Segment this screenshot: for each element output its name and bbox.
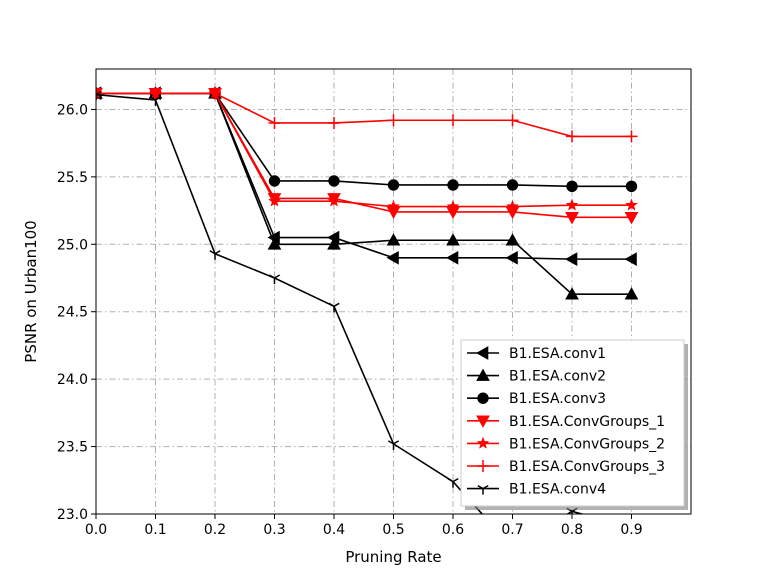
legend: B1.ESA.conv1 B1.ESA.conv2 B1.ESA.conv3 B1.E… bbox=[460, 339, 688, 510]
x-tick-label: 0.6 bbox=[442, 522, 464, 538]
data-point bbox=[506, 199, 519, 212]
data-point bbox=[506, 179, 519, 191]
data-point bbox=[447, 477, 459, 488]
data-point bbox=[149, 87, 162, 100]
legend-entry: B1.ESA.conv1 bbox=[467, 346, 606, 362]
data-point bbox=[447, 114, 459, 127]
data-point bbox=[328, 116, 340, 129]
x-tick-label: 0.1 bbox=[144, 522, 166, 538]
data-point bbox=[268, 274, 281, 285]
x-tick-label: 0.2 bbox=[204, 522, 226, 538]
legend-entry: B1.ESA.conv4 bbox=[467, 482, 606, 498]
data-point bbox=[447, 179, 459, 191]
legend-marker bbox=[476, 436, 490, 449]
legend-label: B1.ESA.conv2 bbox=[509, 369, 606, 385]
legend-entry: B1.ESA.conv2 bbox=[467, 368, 606, 385]
data-point bbox=[565, 198, 579, 211]
x-axis-label: Pruning Rate bbox=[345, 548, 441, 566]
data-point bbox=[506, 114, 519, 127]
data-point bbox=[268, 194, 281, 207]
data-point bbox=[507, 545, 517, 554]
legend-label: B1.ESA.conv4 bbox=[509, 482, 606, 498]
x-tick-label: 0.0 bbox=[85, 522, 107, 538]
x-tick-label: 0.8 bbox=[561, 522, 583, 538]
legend-label: B1.ESA.conv1 bbox=[509, 346, 606, 362]
legend-marker bbox=[477, 484, 489, 495]
data-point bbox=[564, 252, 578, 266]
series-line bbox=[96, 92, 632, 138]
data-point bbox=[96, 90, 102, 101]
data-point bbox=[505, 233, 520, 246]
data-point bbox=[387, 179, 400, 191]
legend-label: B1.ESA.ConvGroups_3 bbox=[509, 459, 665, 475]
data-point bbox=[387, 114, 400, 127]
y-tick-label: 24.0 bbox=[57, 372, 88, 388]
x-tick-label: 0.9 bbox=[620, 522, 642, 538]
legend-label: B1.ESA.ConvGroups_2 bbox=[509, 436, 665, 452]
data-point bbox=[209, 87, 221, 100]
series-layer bbox=[96, 86, 639, 554]
data-point bbox=[505, 250, 518, 265]
legend-box bbox=[460, 339, 685, 507]
data-point bbox=[566, 130, 578, 143]
y-tick-label: 26.0 bbox=[57, 102, 88, 118]
axis-ticks: 0.0 0.1 0.2 0.3 0.4 0.5 0.6 0.7 0.8 0.9 23.0 23.5 24… bbox=[57, 102, 643, 538]
data-point bbox=[565, 212, 579, 225]
data-point bbox=[327, 237, 341, 250]
legend-label: B1.ESA.conv3 bbox=[509, 391, 606, 407]
legend-entry: B1.ESA.conv3 bbox=[467, 391, 606, 407]
x-tick-label: 0.5 bbox=[382, 522, 404, 538]
data-point bbox=[625, 130, 638, 143]
y-tick-label: 25.0 bbox=[57, 237, 88, 253]
data-point bbox=[624, 252, 637, 266]
data-point bbox=[446, 199, 460, 212]
legend-marker bbox=[475, 346, 489, 360]
data-point bbox=[625, 198, 638, 211]
data-point bbox=[96, 87, 102, 100]
data-point bbox=[328, 175, 340, 187]
legend-marker bbox=[476, 415, 490, 428]
data-point bbox=[566, 180, 578, 193]
data-point bbox=[267, 237, 282, 250]
legend-marker bbox=[477, 392, 489, 404]
data-point bbox=[445, 250, 459, 265]
legend-label: B1.ESA.ConvGroups_1 bbox=[509, 414, 665, 430]
legend-marker bbox=[477, 460, 489, 472]
data-point bbox=[624, 287, 639, 300]
data-point bbox=[327, 194, 341, 207]
data-point bbox=[268, 175, 281, 187]
data-point bbox=[209, 250, 221, 260]
data-point bbox=[387, 199, 400, 212]
legend-entry: B1.ESA.ConvGroups_1 bbox=[467, 414, 665, 430]
data-point bbox=[387, 440, 400, 450]
data-point bbox=[386, 250, 399, 265]
y-tick-label: 25.5 bbox=[57, 170, 88, 186]
data-point bbox=[328, 302, 340, 313]
y-tick-label: 24.5 bbox=[57, 305, 88, 321]
y-tick-label: 23.0 bbox=[57, 507, 88, 523]
data-point bbox=[624, 212, 639, 225]
y-tick-label: 23.5 bbox=[57, 440, 88, 456]
data-point bbox=[446, 233, 460, 246]
x-tick-label: 0.3 bbox=[263, 522, 285, 538]
series-b1-esa-conv4 bbox=[96, 90, 585, 554]
series-line bbox=[96, 93, 585, 514]
legend-entry: B1.ESA.ConvGroups_2 bbox=[467, 436, 665, 452]
y-axis-label: PSNR on Urban100 bbox=[22, 220, 40, 362]
legend-marker bbox=[476, 368, 490, 381]
series-b1-esa-convgroups-3 bbox=[96, 87, 638, 143]
data-point bbox=[149, 96, 162, 107]
data-point bbox=[386, 233, 401, 246]
legend-entry: B1.ESA.ConvGroups_3 bbox=[467, 459, 665, 475]
data-point bbox=[268, 116, 281, 129]
x-tick-label: 0.7 bbox=[501, 522, 523, 538]
x-tick-label: 0.4 bbox=[323, 522, 345, 538]
data-point bbox=[565, 287, 579, 300]
data-point bbox=[625, 180, 638, 193]
